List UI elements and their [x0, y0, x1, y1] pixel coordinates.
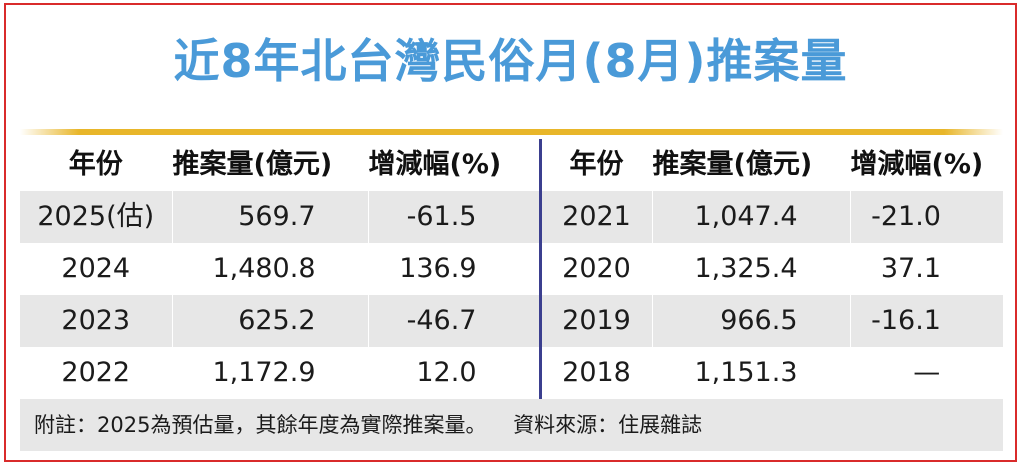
amount-cell: 1,325.4 [651, 243, 850, 295]
header-amount-right: 推案量(億元) [651, 139, 850, 191]
year-cell: 2025(估) [20, 191, 172, 243]
amount-cell: 1,172.9 [171, 347, 368, 399]
amount-cell: 1,151.3 [651, 347, 850, 399]
year-cell: 2020 [538, 243, 652, 295]
change-cell: -61.5 [367, 191, 540, 243]
table-header-row: 年份 推案量(億元) 增減幅(%) 年份 推案量(億元) 增減幅(%) [20, 139, 1003, 191]
change-cell: -21.0 [849, 191, 1003, 243]
amount-cell: 1,480.8 [171, 243, 368, 295]
table-row: 2025(估) 569.7 -61.5 2021 1,047.4 -21.0 [20, 191, 1003, 243]
change-cell: -16.1 [849, 295, 1003, 347]
header-change-right: 增減幅(%) [849, 139, 1003, 191]
table-row: 2024 1,480.8 136.9 2020 1,325.4 37.1 [20, 243, 1003, 295]
table-row: 2022 1,172.9 12.0 2018 1,151.3 — [20, 347, 1003, 399]
amount-cell: 1,047.4 [651, 191, 850, 243]
table-row: 2023 625.2 -46.7 2019 966.5 -16.1 [20, 295, 1003, 347]
year-cell: 2022 [20, 347, 172, 399]
header-amount-left: 推案量(億元) [171, 139, 368, 191]
change-cell-empty: — [849, 347, 1003, 399]
change-cell: -46.7 [367, 295, 540, 347]
infographic-frame: 近8年北台灣民俗月(8月)推案量 年份 推案量(億元) 增減幅(%) 年份 推案… [4, 3, 1017, 462]
chart-title: 近8年北台灣民俗月(8月)推案量 [173, 34, 848, 88]
footnote-source: 資料來源：住展雜誌 [513, 413, 703, 437]
year-cell: 2024 [20, 243, 172, 295]
header-change-left: 增減幅(%) [367, 139, 540, 191]
amount-cell: 569.7 [171, 191, 368, 243]
year-cell: 2018 [538, 347, 652, 399]
year-cell: 2019 [538, 295, 652, 347]
amount-cell: 966.5 [651, 295, 850, 347]
footnote-note: 附註：2025為預估量，其餘年度為實際推案量。 [34, 413, 487, 437]
header-year-left: 年份 [20, 139, 172, 191]
title-divider-rule [20, 129, 1003, 135]
footnote-bar: 附註：2025為預估量，其餘年度為實際推案量。 資料來源：住展雜誌 [20, 399, 1003, 451]
year-cell: 2021 [538, 191, 652, 243]
header-year-right: 年份 [538, 139, 652, 191]
year-cell: 2023 [20, 295, 172, 347]
change-cell: 136.9 [367, 243, 540, 295]
presale-volume-table: 年份 推案量(億元) 增減幅(%) 年份 推案量(億元) 增減幅(%) 2025… [20, 139, 1003, 399]
change-cell: 12.0 [367, 347, 540, 399]
amount-cell: 625.2 [171, 295, 368, 347]
change-cell: 37.1 [849, 243, 1003, 295]
